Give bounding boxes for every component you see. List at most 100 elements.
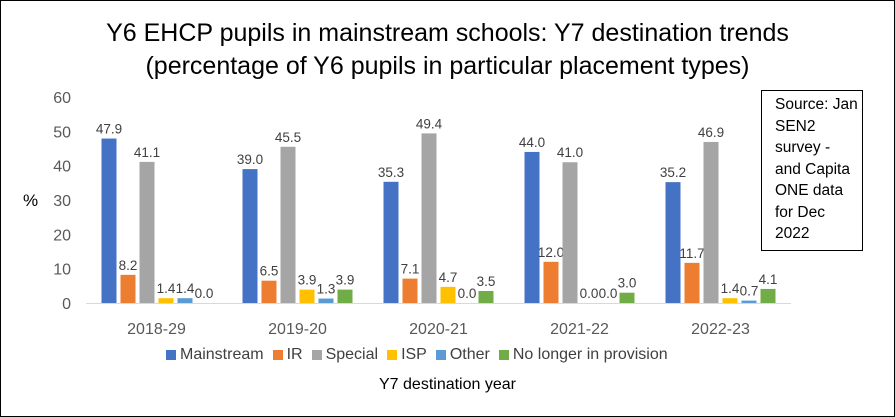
bar [337, 289, 353, 303]
y-tick-label: 50 [53, 124, 71, 141]
data-label: 0.0 [195, 286, 214, 301]
bar [665, 182, 681, 303]
legend-item: Special [311, 346, 379, 364]
data-label: 8.2 [119, 258, 138, 273]
data-label: 45.5 [275, 130, 301, 145]
legend-swatch [272, 350, 283, 360]
bar [101, 138, 117, 303]
bar [242, 169, 258, 303]
legend-item: Other [435, 346, 490, 364]
legend-label: Mainstream [180, 346, 264, 363]
legend-item: IR [272, 346, 303, 364]
bar [440, 286, 456, 303]
bar [478, 290, 494, 303]
source-note-line: ONE data [775, 182, 844, 199]
data-label: 3.5 [477, 274, 496, 289]
source-note-line: and Capita [775, 160, 850, 178]
data-label: 0.7 [740, 284, 759, 299]
data-label: 47.9 [96, 122, 122, 137]
bar [158, 298, 174, 303]
data-label: 41.1 [134, 145, 160, 160]
bar [120, 274, 136, 303]
legend-item: ISP [387, 346, 427, 364]
data-label: 3.9 [298, 273, 317, 288]
legend-item: No longer in provision [498, 346, 668, 364]
bar [421, 133, 437, 303]
bar [383, 181, 399, 303]
bar [760, 288, 776, 303]
bar [177, 298, 193, 303]
bar [619, 292, 635, 303]
legend-label: ISP [401, 346, 427, 363]
data-label: 39.0 [237, 152, 263, 167]
bar [402, 278, 418, 303]
y-axis-title: % [23, 191, 39, 210]
data-label: 1.4 [157, 281, 176, 296]
data-label: 44.0 [519, 135, 545, 150]
data-label: 12.0 [538, 245, 564, 260]
source-note-line: survey - [775, 139, 831, 156]
legend-label: Special [325, 346, 379, 363]
bar [280, 146, 296, 303]
y-tick-label: 40 [53, 159, 71, 176]
chart-title-line-2: (percentage of Y6 pupils in particular p… [145, 52, 750, 80]
bar [299, 289, 315, 303]
legend-label: Other [449, 346, 490, 363]
bar [722, 298, 738, 303]
data-label: 7.1 [401, 262, 420, 277]
y-tick-label: 10 [53, 262, 71, 279]
legend-swatch [435, 350, 446, 360]
legend-swatch [498, 350, 509, 360]
legend-label: No longer in provision [512, 346, 668, 363]
legend-swatch [311, 350, 322, 360]
bar [524, 151, 540, 303]
bar [261, 280, 277, 303]
data-label: 35.2 [660, 165, 686, 180]
data-label: 1.3 [317, 282, 336, 297]
legend-swatch [166, 350, 176, 360]
legend: Mainstream IR Special ISP Other No longer in … [166, 345, 677, 365]
legend-label: IR [286, 346, 303, 363]
x-tick-label: 2021-22 [550, 321, 609, 338]
legend-swatch [387, 350, 398, 360]
data-label: 0.0 [599, 286, 618, 301]
data-label: 35.3 [378, 165, 404, 180]
x-tick-label: 2022-23 [691, 321, 750, 338]
bar [684, 262, 700, 303]
bar [562, 162, 578, 303]
data-label: 1.4 [176, 281, 195, 296]
bar [139, 161, 155, 303]
source-note-line: for Dec [775, 203, 825, 221]
data-label: 1.4 [721, 281, 740, 296]
y-tick-label: 0 [62, 296, 71, 313]
x-tick-label: 2020-21 [409, 321, 468, 338]
bar [703, 141, 719, 303]
data-label: 0.0 [580, 286, 599, 301]
data-label: 46.9 [698, 125, 724, 140]
bar [741, 300, 757, 303]
legend-item: Mainstream [166, 346, 264, 364]
y-tick-label: 30 [53, 193, 71, 210]
data-label: 4.7 [439, 270, 458, 285]
data-label: 6.5 [260, 264, 279, 279]
chart-title-line-1: Y6 EHCP pupils in mainstream schools: Y7… [106, 19, 789, 47]
data-label: 49.4 [416, 116, 443, 131]
x-tick-label: 2019-20 [268, 321, 327, 338]
source-note-line: Source: Jan [775, 96, 858, 113]
source-note-box: Source: Jan SEN2 survey - and Capita ONE… [761, 90, 863, 251]
bar [318, 298, 334, 303]
data-label: 0.0 [458, 286, 477, 301]
source-note-line: SEN2 [775, 117, 816, 135]
data-label: 3.0 [618, 276, 637, 291]
x-axis-title: Y7 destination year [379, 376, 516, 393]
data-label: 3.9 [336, 273, 355, 288]
data-label: 11.7 [679, 246, 704, 261]
data-label: 4.1 [759, 272, 778, 287]
source-note-line: 2022 [775, 225, 810, 242]
y-tick-label: 20 [53, 227, 71, 244]
y-tick-label: 60 [53, 90, 71, 107]
data-label: 41.0 [557, 145, 583, 160]
x-tick-label: 2018-29 [127, 321, 186, 338]
